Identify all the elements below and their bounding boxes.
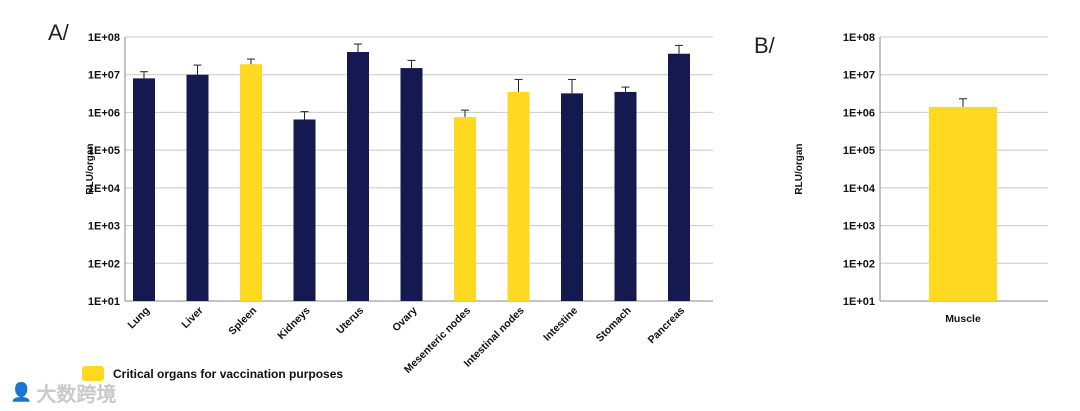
a-category-label: Intestine — [541, 305, 580, 344]
a-ytick-label: 1E+07 — [88, 70, 120, 82]
a-ytick-label: 1E+05 — [88, 145, 120, 157]
a-category-label: Kidneys — [275, 305, 312, 342]
b-ylabel: RLU/organ — [794, 143, 805, 194]
a-ytick-label: 1E+02 — [88, 258, 120, 270]
b-bar — [929, 106, 997, 302]
logo-glyph-icon: 👤 — [10, 382, 33, 402]
b-ytick-label: 1E+03 — [843, 221, 875, 233]
panel-a-label: A/ — [48, 20, 69, 45]
a-ytick-label: 1E+01 — [88, 296, 120, 308]
a-category-label: Lung — [125, 305, 152, 332]
a-bar — [507, 91, 530, 302]
a-bar — [186, 74, 209, 301]
a-category-label: Uterus — [334, 305, 366, 337]
a-category-label: Spleen — [226, 305, 259, 338]
a-bar — [293, 119, 316, 302]
a-bar — [561, 93, 583, 301]
a-bar — [400, 68, 423, 302]
a-ytick-label: 1E+03 — [88, 221, 120, 233]
a-bar — [347, 52, 369, 301]
a-category-label: Pancreas — [646, 305, 688, 347]
watermark-text: 大数跨境 — [36, 384, 117, 406]
a-bar — [668, 53, 690, 301]
a-bar — [240, 64, 262, 301]
a-ytick-label: 1E+06 — [88, 107, 120, 119]
legend: Critical organs for vaccination purposes — [82, 366, 343, 381]
b-ytick-label: 1E+08 — [843, 32, 875, 44]
watermark: 👤 大数跨境 — [10, 378, 116, 407]
b-ytick-label: 1E+05 — [843, 145, 875, 157]
b-category-label: Muscle — [945, 313, 981, 325]
b-ytick-label: 1E+06 — [843, 107, 875, 119]
b-ytick-label: 1E+02 — [843, 258, 875, 270]
b-ytick-label: 1E+01 — [843, 296, 875, 308]
a-category-label: Stomach — [594, 305, 634, 345]
a-ytick-label: 1E+04 — [88, 183, 121, 195]
legend-label: Critical organs for vaccination purposes — [113, 366, 344, 381]
a-ylabel: RLU/organ — [85, 143, 96, 194]
a-bar — [614, 91, 637, 302]
a-category-label: Ovary — [390, 305, 420, 335]
a-bar — [133, 78, 155, 302]
b-ytick-label: 1E+04 — [843, 183, 876, 195]
a-ytick-label: 1E+08 — [88, 32, 120, 44]
legend-swatch — [82, 366, 104, 381]
a-category-label: Liver — [179, 305, 205, 331]
panel-b-label: B/ — [754, 33, 775, 58]
a-bar — [454, 117, 476, 301]
b-ytick-label: 1E+07 — [843, 70, 875, 82]
